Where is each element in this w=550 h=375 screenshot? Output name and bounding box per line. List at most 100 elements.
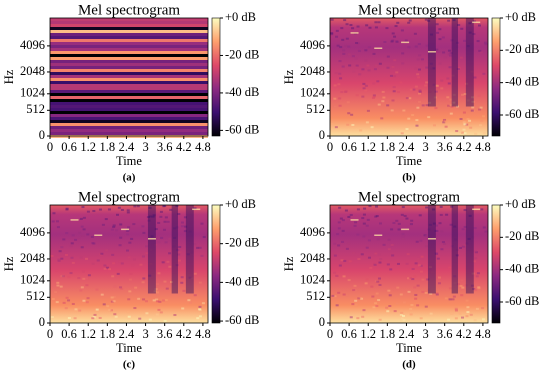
spectrogram-band <box>50 108 208 111</box>
spectrogram-speckle <box>443 56 447 59</box>
spectrogram-speckle <box>412 88 416 91</box>
spectrogram-speckle <box>81 270 85 273</box>
spectrogram-line <box>94 234 103 236</box>
spectrogram-speckle <box>335 29 339 32</box>
spectrogram-speckle <box>91 262 95 265</box>
spectrogram-speckle <box>154 228 158 231</box>
spectrogram-speckle <box>420 255 424 258</box>
spectrogram-speckle <box>378 261 382 264</box>
spectrogram-speckle <box>435 292 439 295</box>
x-tick-label: 1.2 <box>80 327 96 341</box>
spectrogram-speckle <box>409 313 413 316</box>
spectrogram-speckle <box>374 21 378 24</box>
spectrogram-speckle <box>162 228 166 231</box>
spectrogram-band <box>50 93 208 96</box>
spectrogram-speckle <box>434 107 438 110</box>
x-tick-label: 1.2 <box>80 140 96 154</box>
spectrogram-speckle <box>86 297 90 300</box>
spectrogram-speckle <box>413 275 417 278</box>
spectrogram-speckle <box>112 262 116 265</box>
spectrogram-speckle <box>376 80 380 83</box>
spectrogram-speckle <box>159 210 163 213</box>
spectrogram-speckle <box>425 66 429 69</box>
spectrogram-speckle <box>178 245 182 248</box>
spectrogram-speckle <box>465 315 469 318</box>
spectrogram-speckle <box>437 282 441 285</box>
y-axis-label: Hz <box>2 69 16 84</box>
spectrogram-speckle <box>109 309 113 312</box>
spectrogram-speckle <box>157 308 161 311</box>
spectrogram-speckle <box>444 120 448 123</box>
spectrogram-speckle <box>52 212 56 215</box>
spectrogram-speckle <box>457 24 461 27</box>
spectrogram-speckle <box>472 288 476 291</box>
spectrogram-speckle <box>60 246 64 249</box>
x-axis-label: Time <box>396 154 422 168</box>
spectrogram-speckle <box>57 258 61 261</box>
spectrogram-speckle <box>472 260 476 263</box>
spectrogram-speckle <box>178 251 182 254</box>
x-axis-label: Time <box>396 341 422 355</box>
spectrogram-speckle <box>364 59 368 62</box>
x-tick-label: 4.8 <box>195 140 211 154</box>
spectrogram-speckle <box>373 68 377 71</box>
spectrogram-speckle <box>433 96 437 99</box>
spectrogram-speckle <box>372 306 376 309</box>
spectrogram-speckle <box>406 253 410 256</box>
spectrogram-speckle <box>183 230 187 233</box>
spectrogram-speckle <box>401 62 405 65</box>
spectrogram-line <box>427 51 436 53</box>
spectrogram-speckle <box>382 243 386 246</box>
spectrogram-speckle <box>402 301 406 304</box>
spectrogram-band <box>50 33 208 36</box>
spectrogram-band <box>50 129 208 132</box>
spectrogram-speckle <box>473 227 477 230</box>
spectrogram-speckle <box>65 208 69 211</box>
spectrogram-band <box>50 132 208 135</box>
spectrogram-speckle <box>77 236 81 239</box>
spectrogram-speckle <box>390 244 394 247</box>
spectrogram-speckle <box>402 319 406 322</box>
spectrogram-speckle <box>95 288 99 291</box>
spectrogram-speckle <box>421 278 425 281</box>
spectrogram-speckle <box>424 291 428 294</box>
spectrogram-speckle <box>453 281 457 284</box>
chart-title: Mel spectrogram <box>358 189 460 205</box>
spectrogram-speckle <box>149 249 153 252</box>
spectrogram-speckle <box>358 73 362 76</box>
spectrogram-band <box>50 27 208 30</box>
spectrogram-speckle <box>454 307 458 310</box>
spectrogram-speckle <box>362 87 366 90</box>
spectrogram-speckle <box>450 205 454 208</box>
spectrogram-speckle <box>411 278 415 281</box>
spectrogram-speckle <box>365 121 369 124</box>
spectrogram-speckle <box>110 228 114 231</box>
spectrogram-speckle <box>55 220 59 223</box>
spectrogram-speckle <box>444 297 448 300</box>
spectrogram-speckle <box>101 223 105 226</box>
spectrogram-speckle <box>375 292 379 295</box>
spectrogram-speckle <box>129 272 133 275</box>
spectrogram-speckle <box>401 232 405 235</box>
spectrogram-speckle <box>335 35 339 38</box>
spectrogram-speckle <box>401 314 405 317</box>
colorbar-tick-label: -40 dB <box>225 274 259 288</box>
spectrogram-speckle <box>473 319 477 322</box>
spectrogram-speckle <box>449 104 453 107</box>
spectrogram-speckle <box>414 85 418 88</box>
spectrogram-speckle <box>461 316 465 319</box>
spectrogram-speckle <box>74 308 78 311</box>
spectrogram-speckle <box>476 40 480 43</box>
spectrogram-speckle <box>355 64 359 67</box>
spectrogram-speckle <box>62 238 66 241</box>
spectrogram-speckle <box>375 205 379 208</box>
spectrogram-speckle <box>136 205 140 208</box>
spectrogram-speckle <box>180 276 184 279</box>
spectrogram-speckle <box>58 250 62 253</box>
spectrogram-speckle <box>440 87 444 90</box>
colorbar <box>491 17 501 137</box>
spectrogram-speckle <box>385 306 389 309</box>
spectrogram-speckle <box>377 21 381 24</box>
spectrogram-speckle <box>393 35 397 38</box>
spectrogram-speckle <box>140 253 144 256</box>
